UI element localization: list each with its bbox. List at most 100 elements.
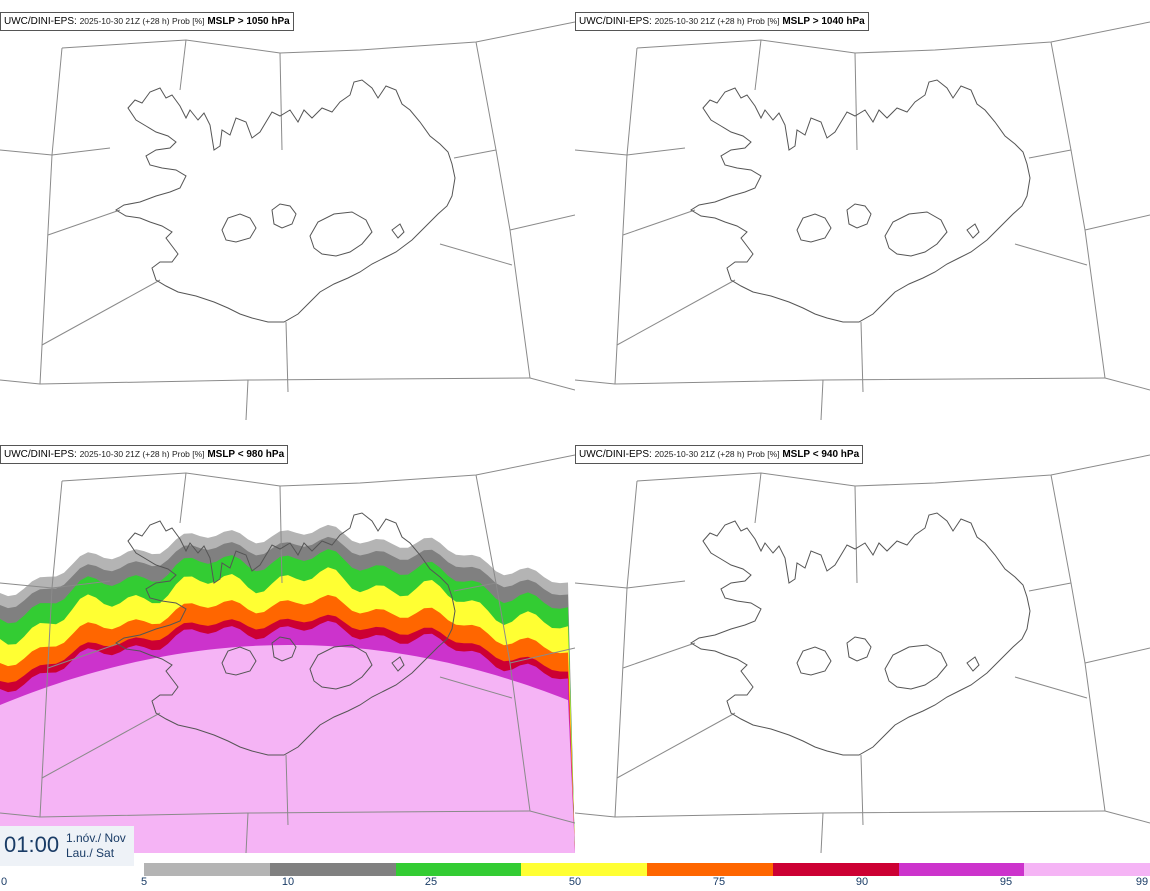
coastline — [115, 512, 456, 756]
colorbar-segment — [521, 863, 648, 876]
graticule-line — [1028, 582, 1072, 592]
graticule-line — [820, 379, 824, 421]
colorbar-segment — [772, 863, 899, 876]
coastline — [115, 79, 456, 323]
graticule-line — [820, 812, 824, 854]
graticule-line — [1084, 647, 1150, 664]
graticule-line — [453, 582, 497, 592]
graticule-line — [61, 21, 575, 54]
graticule-line — [179, 39, 187, 91]
colorbar-tick-label: 99 — [1135, 876, 1149, 888]
graticule-line — [47, 642, 121, 669]
lake-outline — [796, 213, 832, 243]
lake-outline — [391, 656, 405, 672]
graticule-line — [575, 812, 616, 818]
graticule-line — [1028, 149, 1072, 159]
colorbar-tick-label: 75 — [712, 876, 726, 888]
colorbar-segment — [647, 863, 774, 876]
panel-title: UWC/DINI-EPS: 2025-10-30 21Z (+28 h) Pro… — [0, 12, 294, 31]
colorbar-tick-label: 25 — [424, 876, 438, 888]
graticule-line — [279, 485, 283, 584]
graticule-line — [0, 580, 111, 589]
map-panel-top-right: UWC/DINI-EPS: 2025-10-30 21Z (+28 h) Pro… — [575, 0, 1150, 432]
graticule-line — [636, 21, 1150, 54]
graticule-line — [529, 377, 575, 391]
graticule-line — [1084, 214, 1150, 231]
graticule-line — [1104, 810, 1150, 824]
lake-outline — [796, 646, 832, 676]
graticule-line — [529, 810, 575, 824]
graticule-line — [1050, 474, 1106, 812]
graticule-line — [475, 474, 531, 812]
graticule-line — [575, 147, 686, 156]
colorbar-tick-label: 0 — [0, 876, 8, 888]
graticule-line — [245, 379, 249, 421]
graticule-line — [860, 321, 864, 393]
graticule-line — [575, 580, 686, 589]
graticule-line — [47, 209, 121, 236]
valid-date: 1.nóv./ Nov — [66, 831, 126, 845]
graticule-line — [860, 754, 864, 826]
graticule-line — [179, 472, 187, 524]
lake-outline — [966, 223, 980, 239]
graticule-line — [622, 209, 696, 236]
graticule-line — [622, 642, 696, 669]
lake-outline — [221, 213, 257, 243]
map-canvas — [575, 21, 1150, 421]
graticule-line — [614, 47, 1106, 385]
graticule-line — [1104, 377, 1150, 391]
graticule-line — [0, 379, 41, 385]
lake-outline — [221, 646, 257, 676]
graticule-line — [854, 485, 858, 584]
lake-outline — [884, 211, 948, 257]
panel-title: UWC/DINI-EPS: 2025-10-30 21Z (+28 h) Pro… — [575, 445, 864, 464]
graticule-line — [245, 812, 249, 854]
graticule-line — [575, 379, 616, 385]
graticule-line — [279, 52, 283, 151]
graticule-line — [754, 39, 762, 91]
map-canvas — [0, 454, 575, 854]
map-panel-top-left: UWC/DINI-EPS: 2025-10-30 21Z (+28 h) Pro… — [0, 0, 575, 432]
lake-outline — [391, 223, 405, 239]
map-panel-bottom-left: UWC/DINI-EPS: 2025-10-30 21Z (+28 h) Pro… — [0, 433, 575, 865]
graticule-line — [616, 279, 736, 346]
colorbar-segment — [395, 863, 522, 876]
graticule-line — [439, 243, 513, 266]
colorbar-tick-label: 50 — [568, 876, 582, 888]
probability-band — [0, 645, 575, 853]
graticule-line — [285, 321, 289, 393]
lake-outline — [884, 644, 948, 690]
graticule-line — [614, 480, 1106, 818]
graticule-line — [854, 52, 858, 151]
colorbar-tick-label: 90 — [855, 876, 869, 888]
graticule-line — [0, 147, 111, 156]
graticule-line — [285, 754, 289, 826]
lake-outline — [271, 203, 297, 229]
colorbar-segment — [144, 863, 271, 876]
valid-time: 01:00 — [4, 832, 60, 857]
lake-outline — [966, 656, 980, 672]
map-canvas — [575, 454, 1150, 854]
graticule-line — [39, 47, 531, 385]
coastline — [690, 79, 1031, 323]
graticule-line — [453, 149, 497, 159]
lake-outline — [846, 636, 872, 662]
panel-title: UWC/DINI-EPS: 2025-10-30 21Z (+28 h) Pro… — [0, 445, 289, 464]
colorbar-segment — [269, 863, 396, 876]
colorbar-segment — [1024, 863, 1150, 876]
map-panel-bottom-right: UWC/DINI-EPS: 2025-10-30 21Z (+28 h) Pro… — [575, 433, 1150, 865]
coastline — [690, 512, 1031, 756]
graticule-line — [1050, 41, 1106, 379]
map-canvas — [0, 21, 575, 421]
graticule-line — [1014, 676, 1088, 699]
graticule-line — [636, 454, 1150, 487]
graticule-line — [41, 712, 161, 779]
lake-outline — [846, 203, 872, 229]
lake-outline — [309, 211, 373, 257]
lake-outline — [309, 644, 373, 690]
graticule-line — [439, 676, 513, 699]
valid-time-box: 01:00 1.nóv./ Nov Lau./ Sat — [0, 826, 134, 866]
graticule-line — [475, 41, 531, 379]
probability-colorbar — [144, 863, 1150, 876]
graticule-line — [41, 279, 161, 346]
